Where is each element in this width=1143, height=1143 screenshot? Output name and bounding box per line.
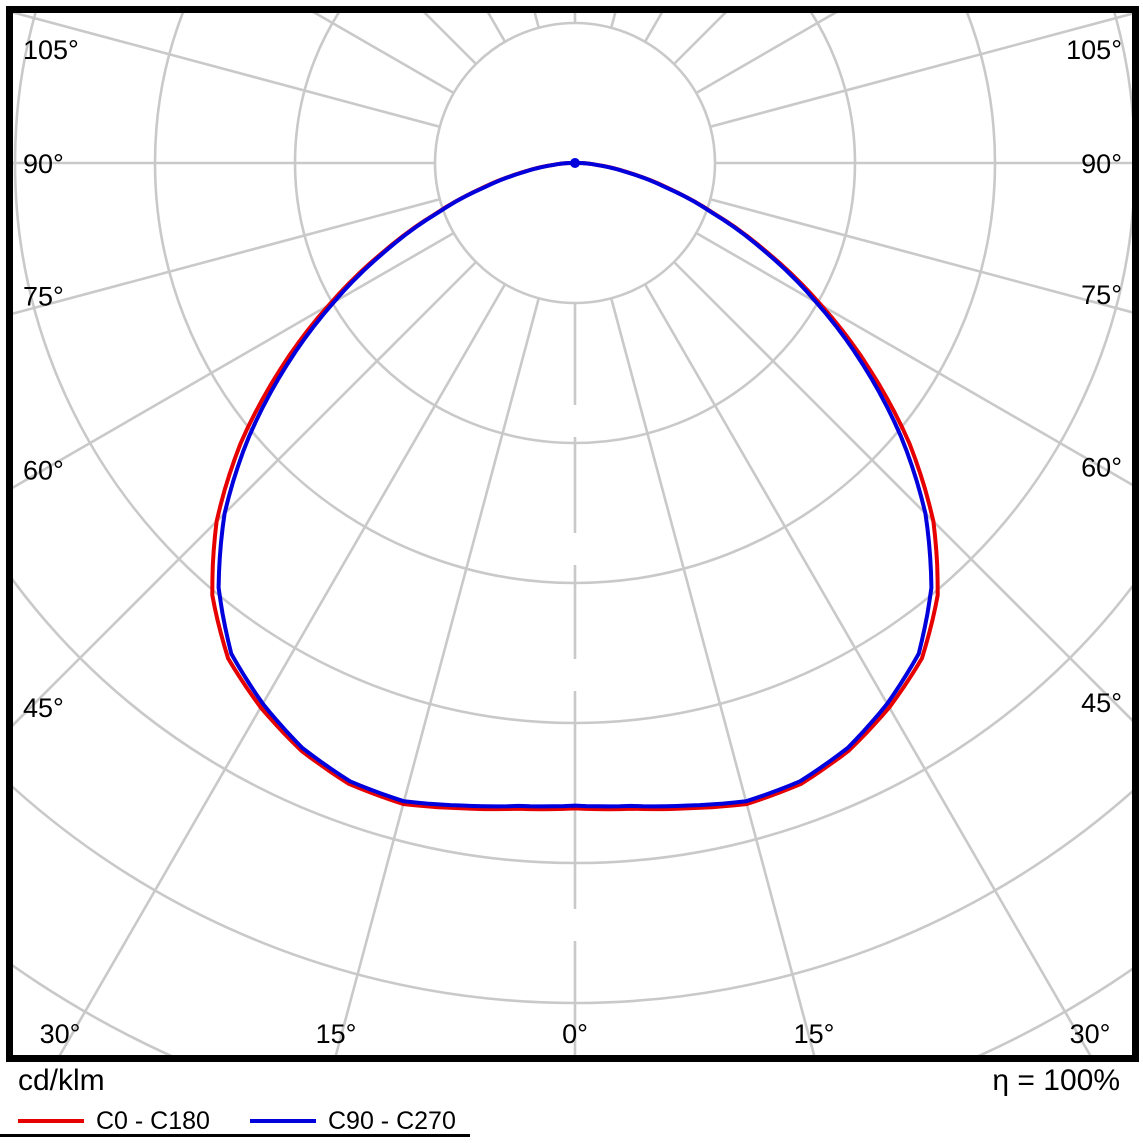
angle-tick-label: 30°: [40, 1019, 81, 1049]
polar-chart: 0° 15° 15° 30° 30° 45° 45° 60° 60° 75° 75° 90° 90° 10…: [13, 13, 1132, 1055]
grid-spoke: [13, 197, 441, 315]
angle-tick-label: 105°: [1066, 35, 1122, 65]
legend-divider: [0, 1134, 470, 1137]
angle-tick-label: 0°: [562, 1019, 588, 1049]
grid-spoke: [486, 13, 507, 43]
grid-spoke: [312, 13, 455, 95]
grid-spoke: [709, 13, 1132, 129]
grid-spoke: [13, 13, 441, 129]
angle-tick-label: 60°: [1081, 453, 1122, 483]
angle-tick-label: 75°: [23, 282, 64, 312]
intensity-curve-c90-c270: [216, 161, 934, 809]
legend-strip: cd/klm η = 100% C0 - C180 C90 - C270: [0, 1062, 1143, 1143]
angle-tick-label: 105°: [23, 35, 79, 65]
grid-spoke: [643, 13, 664, 43]
angle-tick-label: 75°: [1081, 280, 1122, 310]
angle-tick-label: 15°: [316, 1019, 357, 1049]
grid-spoke: [695, 231, 1132, 487]
grid-ring: [13, 577, 1132, 865]
unit-label: cd/klm: [18, 1064, 105, 1097]
grid-spoke: [673, 13, 727, 65]
grid-spoke: [13, 261, 477, 727]
radial-value-label-box: [551, 659, 599, 691]
angle-tick-label: 90°: [1081, 149, 1122, 179]
angle-tick-label: 90°: [23, 149, 64, 179]
grid-spoke: [334, 297, 541, 1055]
angle-tick-label: 45°: [23, 693, 64, 723]
radial-value-label-box: [551, 909, 599, 941]
polar-plot-frame: 0° 15° 15° 30° 30° 45° 45° 60° 60° 75° 75° 90° 90° 10…: [6, 6, 1139, 1062]
grid-spoke: [58, 283, 507, 1055]
legend-item-c90-c270: C90 - C270: [250, 1106, 456, 1136]
legend-label-c90-c270: C90 - C270: [328, 1106, 456, 1135]
grid-spoke: [709, 197, 1132, 314]
grid-spoke: [423, 13, 477, 65]
grid-spoke: [609, 297, 816, 1055]
grid-spoke: [673, 261, 1132, 722]
grid-spoke: [643, 283, 1092, 1055]
angle-tick-label: 45°: [1081, 688, 1122, 718]
radial-value-label-box: [551, 533, 599, 565]
angle-tick-label: 60°: [23, 455, 64, 485]
center-dot: [570, 158, 580, 168]
grid-spoke: [13, 231, 455, 489]
legend-label-c0-c180: C0 - C180: [96, 1106, 210, 1135]
angle-tick-label: 15°: [794, 1019, 835, 1049]
grid-ring: [13, 13, 1132, 725]
blue-line-swatch: [250, 1119, 316, 1123]
red-line-swatch: [18, 1119, 84, 1123]
efficiency-label: η = 100%: [992, 1064, 1120, 1097]
radial-value-label-box: [551, 405, 599, 437]
angle-tick-label: 30°: [1070, 1019, 1111, 1049]
legend-item-c0-c180: C0 - C180: [18, 1106, 210, 1136]
